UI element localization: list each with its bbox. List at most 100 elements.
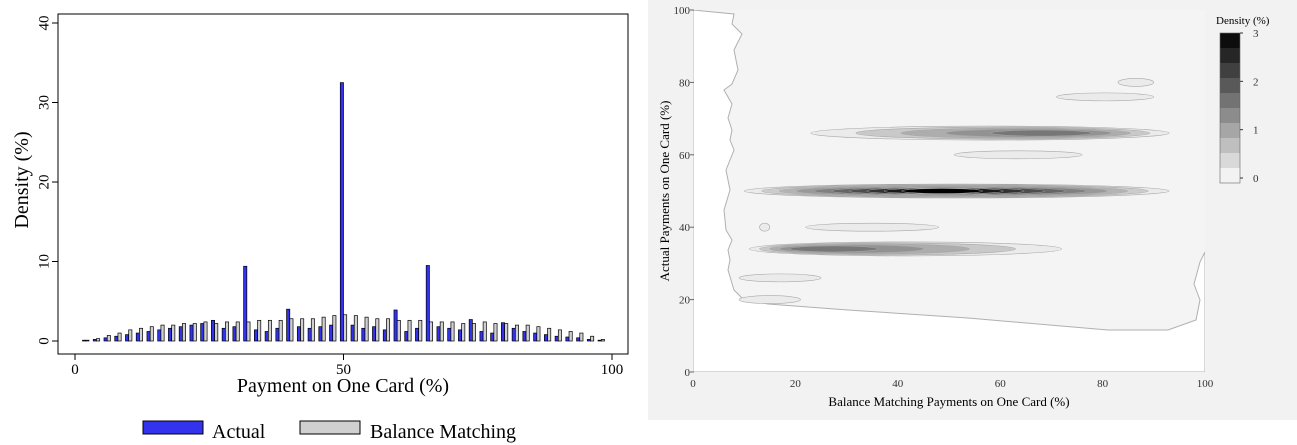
contour-level	[1117, 78, 1155, 87]
bar-actual	[103, 337, 108, 342]
bar-balance-matching	[321, 316, 326, 342]
colorbar: 3 2 1 0	[1219, 28, 1259, 185]
y-tick-label: 0	[685, 367, 691, 379]
bar-actual	[586, 339, 591, 342]
bar-actual	[135, 332, 140, 342]
colorbar-tick-label: 2	[1253, 76, 1259, 88]
bar-balance-matching	[235, 321, 240, 342]
colorbar-band	[1220, 168, 1240, 183]
contour-level	[738, 273, 822, 283]
bar-balance-matching	[128, 329, 133, 342]
bar-actual	[232, 326, 237, 342]
bar-actual	[114, 335, 119, 342]
colorbar-band	[1220, 48, 1240, 63]
bar-actual	[468, 319, 473, 342]
bar-actual	[189, 324, 194, 342]
contour-level	[1056, 92, 1155, 102]
x-tick-label: 20	[790, 378, 802, 390]
bar-actual	[522, 331, 527, 342]
contour-level	[738, 295, 801, 304]
bar-marks	[82, 82, 605, 342]
contour-x-axis-label: Balance Matching Payments on One Card (%…	[828, 394, 1069, 409]
colorbar-band	[1220, 138, 1240, 153]
bar-balance-matching	[482, 321, 487, 342]
legend-swatch-balance-matching	[299, 420, 361, 435]
bar-balance-matching	[332, 315, 337, 342]
colorbar-band	[1220, 123, 1240, 138]
bar-balance-matching	[85, 339, 90, 342]
bar-actual	[307, 327, 312, 342]
bar-balance-matching	[375, 318, 380, 342]
bar-balance-matching	[514, 324, 519, 342]
bar-actual	[146, 331, 151, 342]
bar-actual	[565, 336, 570, 342]
y-tick-label: 10	[36, 254, 52, 269]
bar-actual	[318, 326, 323, 342]
y-tick-label: 40	[36, 16, 52, 31]
y-tick-label: 0	[36, 337, 52, 345]
bar-actual	[543, 334, 548, 342]
bar-actual	[597, 339, 602, 342]
contour-plot-area	[693, 10, 1205, 372]
bar-balance-matching	[600, 339, 605, 342]
bar-balance-matching	[461, 323, 466, 342]
legend-label-actual: Actual	[212, 421, 266, 443]
contour-level	[759, 222, 771, 232]
bar-balance-matching	[407, 319, 412, 342]
bar-balance-matching	[289, 318, 294, 342]
bar-actual	[393, 309, 398, 342]
bar-actual	[243, 265, 248, 342]
y-tick-label: 20	[36, 175, 52, 190]
x-tick-label: 40	[892, 378, 904, 390]
bar-actual	[415, 327, 420, 342]
bar-balance-matching	[579, 332, 584, 342]
colorbar-frame	[1219, 32, 1241, 184]
x-tick-label: 50	[336, 362, 351, 378]
bar-balance-matching	[557, 329, 562, 342]
contour-level	[805, 222, 940, 232]
bar-actual	[458, 329, 462, 342]
bar-balance-matching	[590, 335, 595, 342]
x-tick-label: 0	[71, 362, 79, 378]
legend-swatch-actual	[142, 420, 204, 435]
legend-label-balance-matching: Balance Matching	[370, 421, 516, 443]
colorbar-tick-label: 1	[1253, 125, 1259, 137]
bar-actual	[404, 331, 409, 342]
bar-balance-matching	[547, 327, 552, 342]
bar-balance-matching	[96, 338, 101, 342]
bar-balance-matching	[106, 335, 111, 342]
bar-balance-matching	[386, 318, 391, 342]
bar-balance-matching	[160, 324, 165, 342]
bar-y-axis-label: Density (%)	[11, 131, 33, 228]
y-tick-label: 30	[36, 95, 52, 110]
colorbar-band	[1220, 63, 1240, 78]
bar-balance-matching	[439, 321, 444, 342]
bar-actual	[447, 327, 452, 342]
bar-balance-matching	[343, 314, 348, 342]
y-tick-label: 20	[679, 295, 691, 307]
colorbar-tick-label: 3	[1253, 28, 1259, 40]
bar-actual	[125, 334, 130, 342]
y-tick-label: 60	[679, 150, 691, 162]
bar-balance-matching	[450, 321, 455, 342]
contour-level	[991, 129, 1093, 137]
bar-actual	[361, 327, 366, 342]
bar-balance-matching	[525, 324, 530, 342]
bar-balance-matching	[396, 319, 401, 342]
bar-actual	[372, 326, 377, 342]
bar-actual	[157, 329, 162, 342]
bar-balance-matching	[504, 323, 509, 342]
y-tick-label: 40	[679, 222, 691, 234]
bar-balance-matching	[225, 321, 229, 342]
bar-balance-matching	[472, 323, 476, 342]
contour-density-blobs	[738, 78, 1170, 304]
contour-outer-boundary	[693, 10, 1205, 372]
bar-actual	[350, 324, 355, 342]
y-tick-label: 100	[674, 5, 691, 17]
bar-actual	[221, 327, 226, 342]
bar-balance-matching	[310, 318, 315, 342]
bar-actual	[490, 332, 495, 342]
bar-actual	[82, 339, 87, 342]
colorbar-tick-label: 0	[1253, 173, 1259, 185]
